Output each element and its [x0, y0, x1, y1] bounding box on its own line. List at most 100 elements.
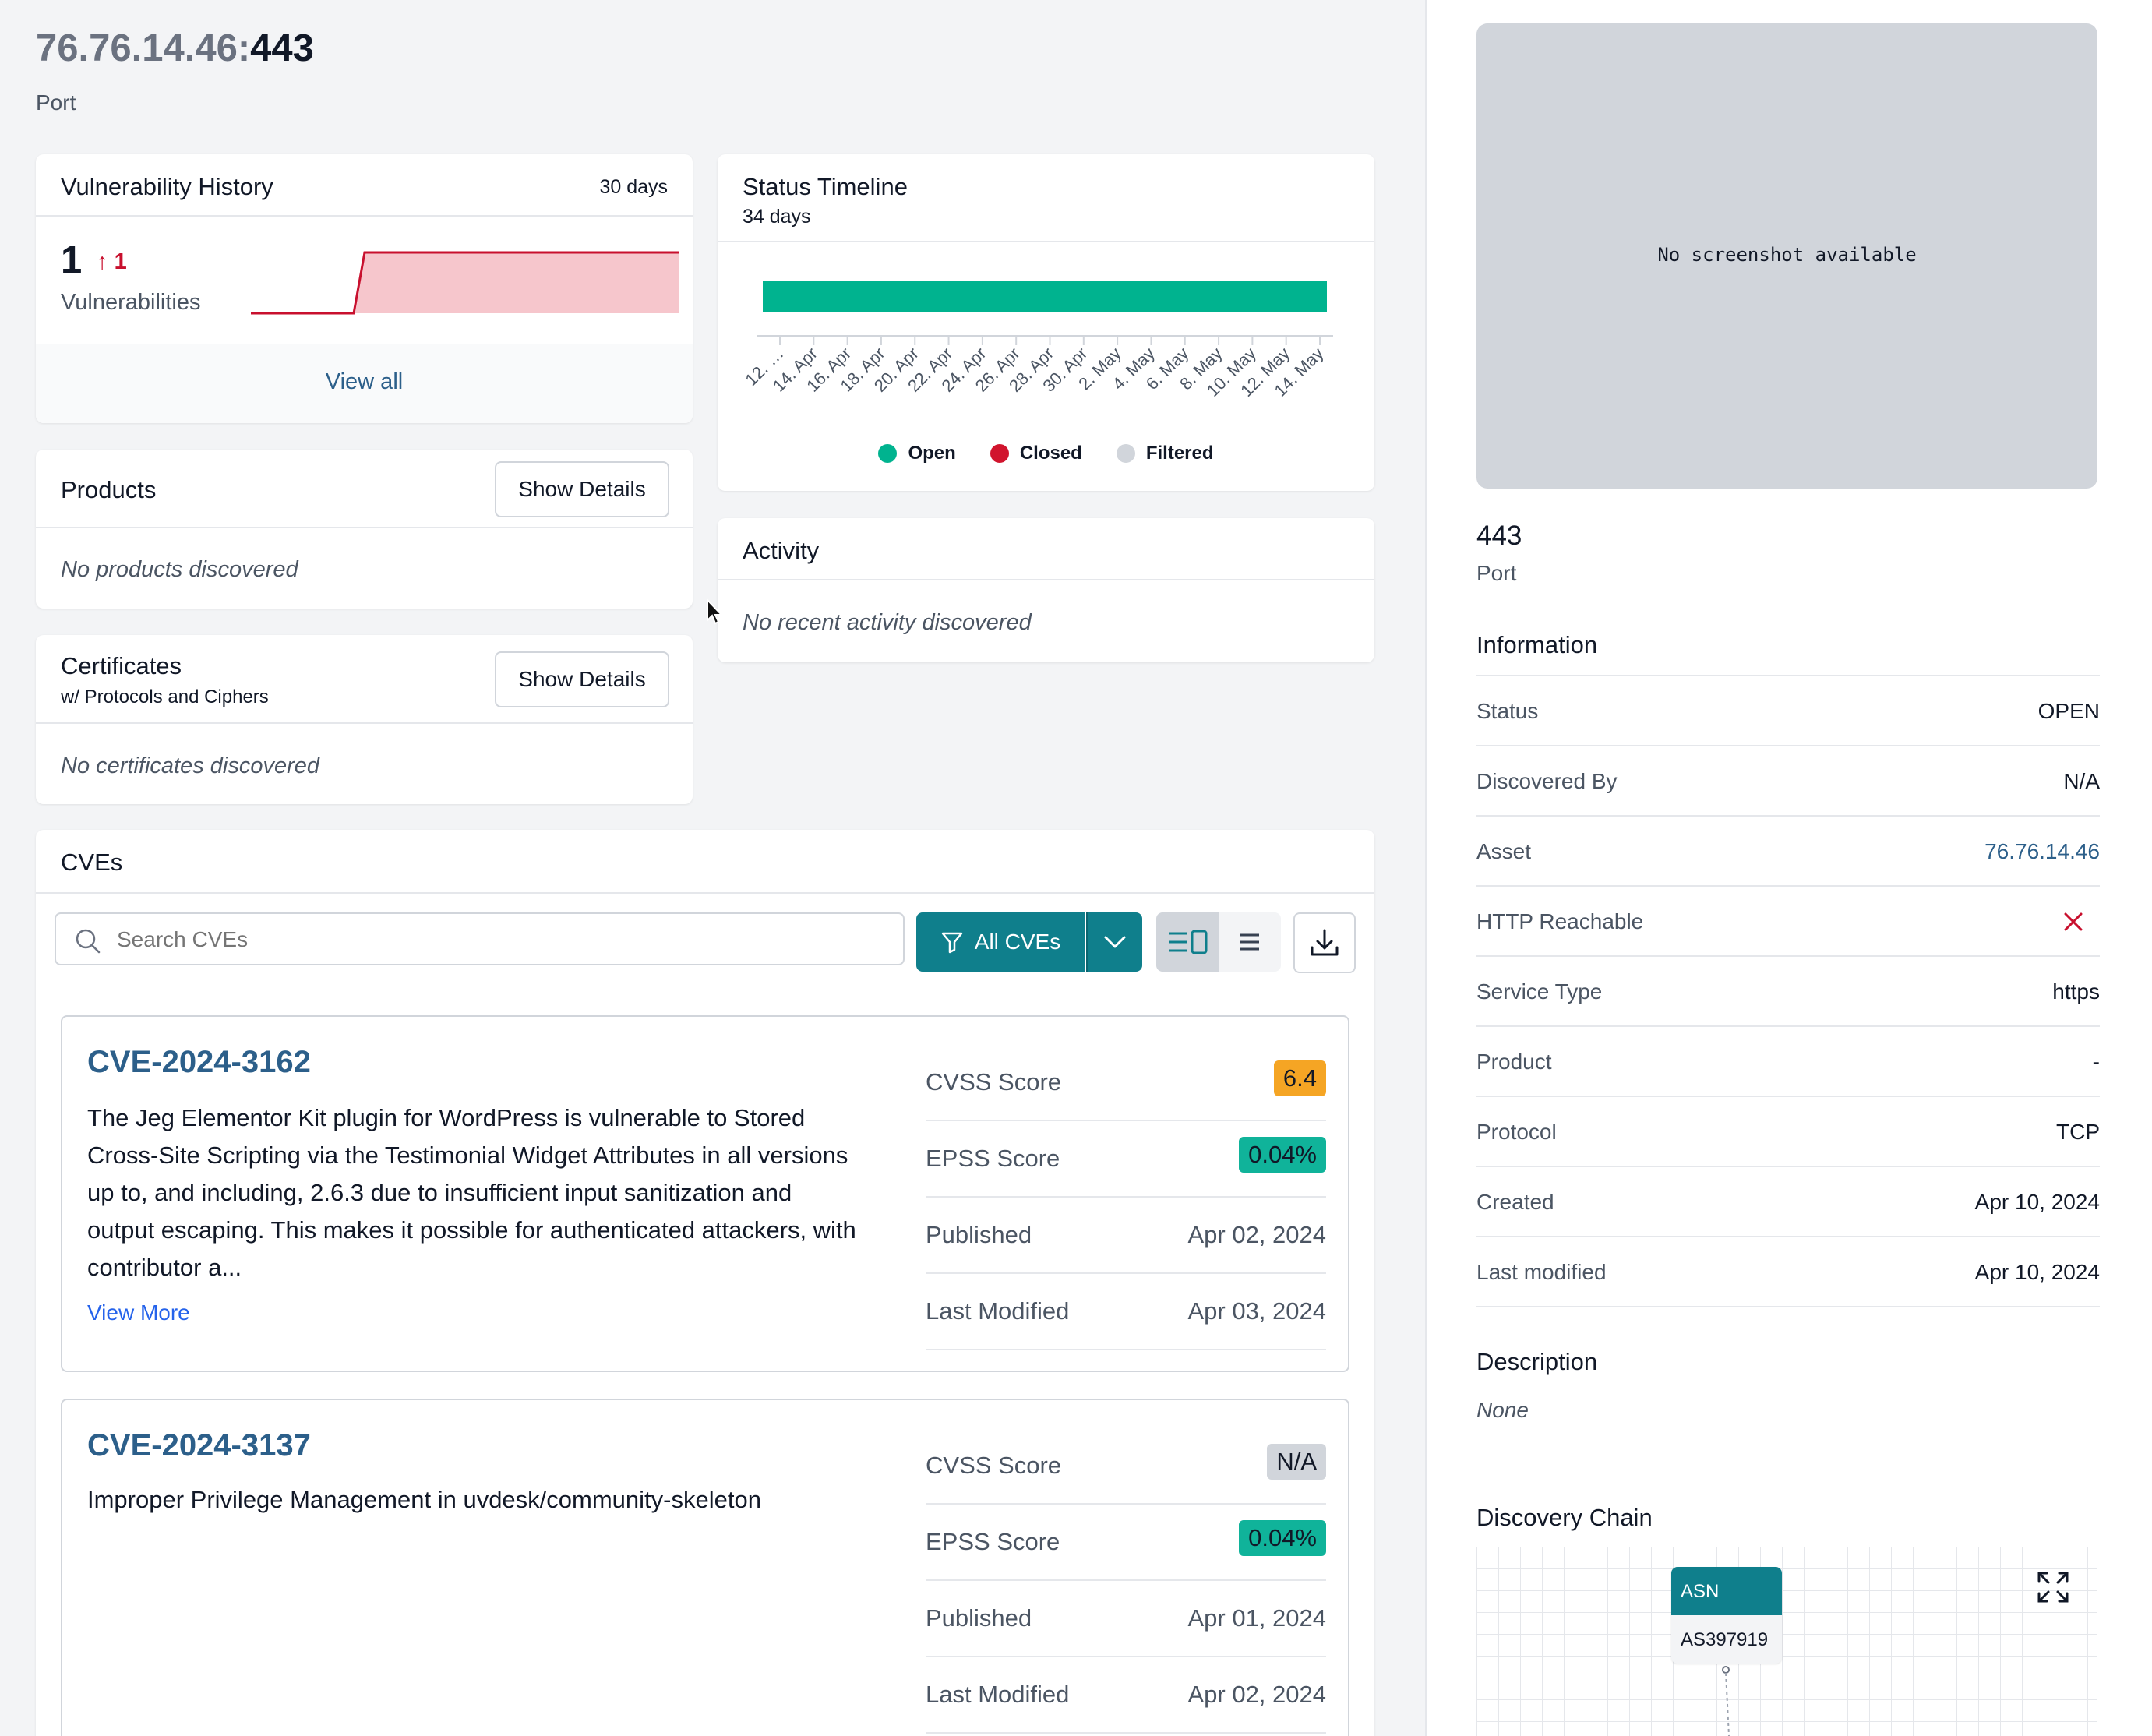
- asset-link[interactable]: 76.76.14.46: [1984, 839, 2100, 863]
- legend-open[interactable]: Open: [878, 438, 956, 469]
- epss-label: EPSS Score: [926, 1145, 1060, 1172]
- mouse-cursor-icon: [707, 598, 724, 625]
- vulnerability-label: Vulnerabilities: [61, 290, 201, 315]
- info-key: HTTP Reachable: [1476, 909, 1644, 933]
- products-card: Products Show Details No products discov…: [36, 450, 693, 609]
- cve-id-link[interactable]: CVE-2024-3137: [87, 1428, 311, 1463]
- discovery-chain-title: Discovery Chain: [1476, 1504, 1653, 1531]
- certificates-show-details-button[interactable]: Show Details: [495, 651, 669, 707]
- download-button[interactable]: [1293, 912, 1356, 973]
- modified-date: Apr 03, 2024: [1187, 1297, 1326, 1325]
- chevron-down-icon: [1104, 936, 1126, 948]
- cve-id-link[interactable]: CVE-2024-3162: [87, 1045, 311, 1079]
- info-key: Created: [1476, 1190, 1554, 1214]
- info-key: Protocol: [1476, 1120, 1557, 1144]
- published-row: Published Apr 02, 2024: [926, 1198, 1326, 1274]
- info-value: TCP: [2056, 1120, 2100, 1144]
- vulnerability-history-title: Vulnerability History: [61, 173, 273, 200]
- legend-filtered-dot: [1116, 444, 1135, 463]
- cvss-badge: 6.4: [1273, 1060, 1326, 1096]
- side-port-number: 443: [1476, 520, 1522, 551]
- info-key: Discovered By: [1476, 769, 1618, 793]
- published-date: Apr 01, 2024: [1187, 1604, 1326, 1632]
- certificates-subtitle: w/ Protocols and Ciphers: [61, 686, 269, 707]
- cve-search-box[interactable]: [55, 912, 905, 965]
- card-view-toggle[interactable]: [1156, 912, 1219, 972]
- info-value: Apr 10, 2024: [1974, 1260, 2100, 1284]
- cve-description-line: Improper Privilege Management in uvdesk/…: [87, 1486, 761, 1513]
- cve-description-line: output escaping. This makes it possible …: [87, 1216, 856, 1244]
- published-row: Published Apr 01, 2024: [926, 1581, 1326, 1657]
- page-title-port: 443: [250, 27, 314, 69]
- cve-description-line: The Jeg Elementor Kit plugin for WordPre…: [87, 1104, 806, 1131]
- details-side-panel: No screenshot available 443 Port Informa…: [1425, 0, 2152, 1736]
- info-value: Apr 10, 2024: [1974, 1190, 2100, 1214]
- screenshot-placeholder-text: No screenshot available: [1657, 244, 1917, 266]
- all-cves-filter-button[interactable]: All CVEs: [916, 912, 1085, 972]
- info-row-protocol: Protocol TCP: [1476, 1097, 2100, 1167]
- arrow-up-icon: ↑: [97, 249, 108, 274]
- info-row-created: Created Apr 10, 2024: [1476, 1167, 2100, 1237]
- info-value: -: [2092, 1050, 2100, 1074]
- epss-row: EPSS Score 0.04%: [926, 1505, 1326, 1581]
- list-view-toggle[interactable]: [1219, 912, 1281, 972]
- vulnerability-history-card: Vulnerability History 30 days 1 ↑ 1 Vuln…: [36, 154, 693, 423]
- info-key: Asset: [1476, 839, 1532, 863]
- expand-icon[interactable]: [2036, 1570, 2070, 1604]
- legend-open-label: Open: [908, 443, 956, 464]
- information-title: Information: [1476, 631, 1598, 658]
- legend-filtered-label: Filtered: [1145, 443, 1214, 464]
- view-all-strip: View all: [36, 344, 693, 423]
- discovery-chain-graph[interactable]: ASN AS397919: [1476, 1547, 2097, 1736]
- info-key: Product: [1476, 1050, 1552, 1074]
- published-label: Published: [926, 1604, 1032, 1632]
- cvss-label: CVSS Score: [926, 1452, 1062, 1479]
- info-key: Service Type: [1476, 979, 1603, 1004]
- information-divider: [1476, 675, 2100, 676]
- page-title-host: 76.76.14.46:: [36, 27, 251, 69]
- status-timeline-range: 34 days: [743, 206, 811, 228]
- asn-node-value: AS397919: [1681, 1629, 1769, 1650]
- view-more-link[interactable]: View More: [87, 1300, 190, 1325]
- products-show-details-button[interactable]: Show Details: [495, 461, 669, 517]
- info-key: Status: [1476, 699, 1539, 723]
- legend-closed[interactable]: Closed: [990, 438, 1082, 469]
- card-view-icon: [1169, 930, 1208, 954]
- vulnerability-delta: ↑ 1: [97, 249, 127, 275]
- all-cves-filter-label: All CVEs: [974, 930, 1061, 954]
- timeline-legend: Open Closed Filtered: [718, 438, 1374, 469]
- cvss-badge: N/A: [1267, 1444, 1326, 1480]
- description-title: Description: [1476, 1348, 1598, 1375]
- close-icon: [2064, 912, 2083, 931]
- cvss-row: CVSS Score 6.4: [926, 1045, 1326, 1121]
- epss-badge: 0.04%: [1239, 1137, 1326, 1173]
- filter-icon: [941, 932, 963, 954]
- vulnerability-sparkline: [251, 251, 679, 315]
- cve-description-line: contributor a...: [87, 1254, 242, 1281]
- activity-card: Activity No recent activity discovered: [718, 518, 1374, 662]
- info-key: Last modified: [1476, 1260, 1607, 1284]
- cve-search-input[interactable]: [117, 925, 880, 954]
- cve-description-line: up to, and including, 2.6.3 due to insuf…: [87, 1179, 792, 1206]
- certificates-title: Certificates: [61, 652, 182, 679]
- vulnerability-count: 1: [61, 239, 83, 281]
- published-date: Apr 02, 2024: [1187, 1221, 1326, 1248]
- info-row-status: Status OPEN: [1476, 676, 2100, 746]
- cves-title: CVEs: [61, 849, 123, 876]
- legend-filtered[interactable]: Filtered: [1116, 438, 1214, 469]
- status-timeline-card: Status Timeline 34 days 12. … 14. Apr 16. …: [718, 154, 1374, 491]
- cvss-row: CVSS Score N/A: [926, 1428, 1326, 1505]
- info-row-discovered-by: Discovered By N/A: [1476, 746, 2100, 817]
- description-text: None: [1476, 1398, 1529, 1422]
- asn-node[interactable]: ASN AS397919: [1671, 1567, 1782, 1664]
- cve-description: The Jeg Elementor Kit plugin for WordPre…: [87, 1099, 905, 1286]
- certificates-card: Certificates w/ Protocols and Ciphers Sh…: [36, 635, 693, 804]
- info-row-last-modified: Last modified Apr 10, 2024: [1476, 1237, 2100, 1307]
- cve-card: CVE-2024-3162 The Jeg Elementor Kit plug…: [61, 1015, 1349, 1372]
- filter-dropdown-button[interactable]: [1086, 912, 1142, 972]
- info-value: https: [2052, 979, 2100, 1004]
- timeline-open-bar: [763, 281, 1327, 312]
- cve-card: CVE-2024-3137 Improper Privilege Managem…: [61, 1399, 1349, 1736]
- view-all-link[interactable]: View all: [325, 369, 404, 394]
